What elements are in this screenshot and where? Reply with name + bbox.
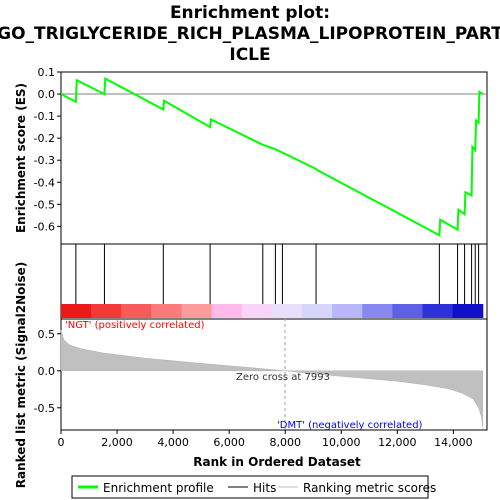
metric-panel-frame [60, 318, 488, 431]
rank-color-segment [241, 304, 273, 318]
es-y-tick-label: 0.1 [38, 66, 56, 79]
x-tick-label: 14,000 [434, 436, 473, 449]
metric-y-tick-label: 0.0 [38, 365, 56, 378]
x-tick-label: 10,000 [322, 436, 361, 449]
enrichment-profile-line [60, 76, 484, 237]
positive-correlation-label: 'NGT' (positively correlated) [65, 320, 205, 331]
rank-color-segment [151, 304, 183, 318]
x-axis-label: Rank in Ordered Dataset [193, 455, 361, 469]
metric-y-axis-label: Ranked list metric (Signal2Noise) [14, 262, 28, 489]
hit-marks [75, 244, 480, 304]
es-y-tick-label: -0.2 [34, 132, 55, 145]
plot-title-line-1: Enrichment plot: [170, 3, 330, 23]
metric-y-ticks: 0.5 0.0 -0.5 [34, 328, 61, 415]
x-tick-label: 4,000 [157, 436, 189, 449]
es-panel-frame [60, 71, 488, 245]
plot-title-line-2: GO_TRIGLYCERIDE_RICH_PLASMA_LIPOPROTEIN_… [0, 24, 500, 44]
rank-color-segment [362, 304, 393, 318]
rank-color-segment [422, 304, 454, 318]
rank-color-segment [302, 304, 333, 318]
x-tick-label: 8,000 [269, 436, 301, 449]
es-y-tick-label: -0.4 [34, 176, 55, 189]
rank-color-segment [61, 304, 92, 318]
zero-cross-label: Zero cross at 7993 [236, 372, 330, 383]
legend: Enrichment profile Hits Ranking metric s… [71, 475, 436, 499]
legend-metric-label: Ranking metric scores [303, 481, 436, 495]
rank-color-band [61, 304, 484, 318]
metric-y-tick-label: 0.5 [38, 328, 56, 341]
es-y-tick-label: 0.0 [38, 88, 56, 101]
plot-title-line-3: ICLE [229, 45, 270, 65]
x-tick-label: 6,000 [213, 436, 245, 449]
es-y-tick-label: -0.5 [34, 198, 55, 211]
x-tick-label: 2,000 [101, 436, 133, 449]
es-y-axis-label: Enrichment score (ES) [14, 83, 28, 233]
legend-enrichment-label: Enrichment profile [103, 481, 214, 495]
rank-color-segment [91, 304, 122, 318]
es-y-tick-label: -0.6 [34, 220, 55, 233]
es-y-ticks: 0.1 0.0 -0.1 -0.2 -0.3 -0.4 -0.5 -0.6 [34, 66, 61, 233]
ranking-metric-fill [60, 330, 484, 429]
legend-hits-label: Hits [253, 481, 276, 495]
es-y-tick-label: -0.3 [34, 154, 55, 167]
x-ticks: 0 2,000 4,000 6,000 8,000 10,000 12,000 14,000 [58, 430, 473, 449]
es-y-tick-label: -0.1 [34, 110, 55, 123]
enrichment-profile-series [60, 76, 484, 237]
legend-frame [71, 475, 429, 499]
ranking-metric-area [60, 318, 484, 430]
rank-color-segment [332, 304, 363, 318]
rank-color-segment [211, 304, 243, 318]
negative-correlation-label: 'DMT' (negatively correlated) [277, 420, 423, 431]
rank-color-segment [271, 304, 303, 318]
rank-color-segment [181, 304, 213, 318]
x-tick-label: 0 [58, 436, 65, 449]
rank-color-segment [121, 304, 152, 318]
rank-color-segment [392, 304, 424, 318]
x-tick-label: 12,000 [378, 436, 417, 449]
rank-color-segment [452, 304, 484, 318]
metric-y-tick-label: -0.5 [34, 402, 55, 415]
